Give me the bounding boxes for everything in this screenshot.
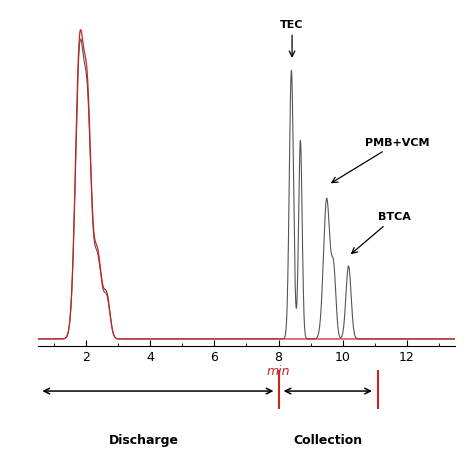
Text: min: min (267, 365, 290, 378)
Text: PMB+VCM: PMB+VCM (332, 137, 430, 182)
Text: TEC: TEC (280, 20, 304, 56)
Text: BTCA: BTCA (352, 212, 411, 254)
Text: Collection: Collection (294, 434, 363, 447)
Text: Discharge: Discharge (109, 434, 179, 447)
